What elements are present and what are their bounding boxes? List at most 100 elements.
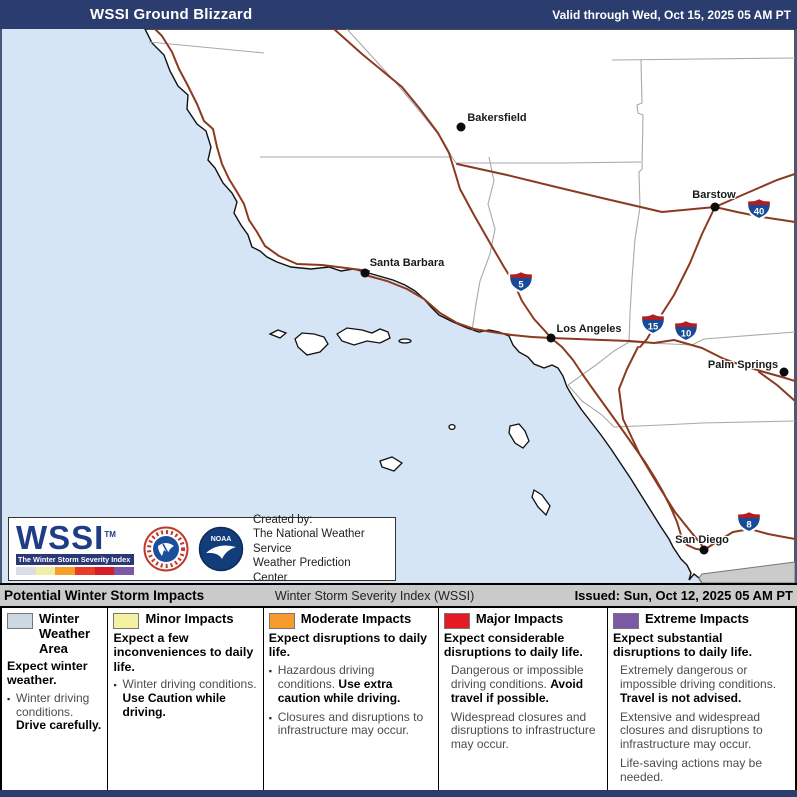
city-label: Bakersfield — [467, 112, 527, 124]
interstate-15-shield-icon: 15 — [640, 311, 666, 340]
legend-item-text: Winter driving conditions. Use Caution w… — [122, 677, 258, 720]
legend-title: Major Impacts — [475, 611, 564, 626]
legend-swatch — [612, 613, 639, 629]
page-title: WSSI Ground Blizzard — [90, 6, 253, 23]
legend-item: Life-saving actions may be needed. — [613, 756, 791, 785]
legend-item-plain: Closures and disruptions to infrastructu… — [277, 709, 424, 738]
legend-swatch — [443, 613, 470, 629]
legend-summary: Expect winter weather. — [7, 658, 88, 688]
valid-through-text: Valid through Wed, Oct 15, 2025 05 AM PT — [552, 7, 791, 22]
legend-item: Dangerous or impossible driving conditio… — [444, 662, 603, 706]
credit-box: WSSITM The Winter Storm Severity Index N… — [8, 514, 396, 584]
wssi-strip-segment — [114, 566, 135, 575]
legend-item: Extremely dangerous or impossible drivin… — [613, 662, 791, 706]
legend-items: Dangerous or impossible driving conditio… — [444, 662, 603, 753]
wssi-strip-segment — [16, 566, 36, 575]
legend-item-text: Extremely dangerous or impossible drivin… — [619, 662, 791, 706]
city-label: Palm Springs — [707, 359, 779, 371]
noaa-logo-icon: NOAA — [198, 526, 244, 572]
legend-item-bold: Travel is not advised. — [619, 690, 742, 705]
legend-column: Extreme Impacts Expect substantial disru… — [608, 608, 795, 790]
city-dot — [546, 333, 556, 343]
legend-header: Minor Impacts — [113, 611, 258, 629]
legend-item: Extensive and widespread closures and di… — [613, 709, 791, 753]
city-dot — [360, 268, 370, 278]
legend-item-text: Life-saving actions may be needed. — [619, 756, 791, 785]
legend-column: Winter Weather Area Expect winter weathe… — [2, 608, 109, 790]
wssi-strip-segment — [35, 566, 56, 575]
legend-item-plain: Winter driving conditions. — [16, 690, 90, 719]
legend-item: ▪ Winter driving conditions. Use Caution … — [113, 677, 258, 720]
interstate-5-shield-icon: 5 — [508, 269, 534, 298]
legend-item-plain: Widespread closures and disruptions to i… — [450, 709, 596, 752]
city-dot — [456, 122, 466, 132]
channel-islands — [268, 327, 551, 517]
legend-header: Winter Weather Area — [7, 611, 103, 657]
socal-basemap — [144, 29, 795, 583]
legend-item: ▪ Winter driving conditions. Drive carefu… — [7, 690, 103, 734]
city-dot — [710, 202, 720, 212]
legend-items: Extremely dangerous or impossible drivin… — [613, 662, 791, 785]
bullet-marker: ▪ — [113, 680, 117, 691]
legend-item-text: Dangerous or impossible driving conditio… — [450, 662, 603, 706]
issued-text: Issued: Sun, Oct 12, 2025 05 AM PT — [574, 588, 793, 603]
interstate-8-shield-icon: 8 — [736, 509, 762, 538]
legend-swatch — [113, 613, 140, 629]
legend-column: Minor Impacts Expect a few inconvenience… — [108, 608, 264, 790]
legend-summary: Expect disruptions to daily life. — [268, 631, 428, 660]
wssi-strip-segment — [94, 566, 115, 575]
svg-text:10: 10 — [681, 329, 692, 340]
legend-item: ▪ Closures and disruptions to infrastruct… — [268, 709, 434, 739]
legend-item-text: Winter driving conditions. Drive careful… — [16, 690, 103, 734]
header-bar: WSSI Ground Blizzard Valid through Wed, … — [0, 0, 797, 29]
legend-column: Moderate Impacts Expect disruptions to d… — [264, 608, 439, 790]
city-label: Los Angeles — [556, 323, 622, 335]
city-label: Barstow — [692, 189, 736, 201]
legend-item: ▪ Hazardous driving conditions. Use extra… — [268, 662, 434, 706]
org-line-1: The National Weather Service — [253, 528, 365, 555]
legend-header: Extreme Impacts — [612, 611, 791, 629]
city-label: Santa Barbara — [369, 257, 445, 269]
wssi-color-strip — [16, 566, 135, 575]
legend-title: Extreme Impacts — [644, 611, 750, 626]
legend-item-bold: Drive carefully. — [16, 718, 102, 733]
wssi-tagline: The Winter Storm Severity Index — [16, 553, 134, 565]
city-dot — [779, 367, 789, 377]
svg-text:8: 8 — [746, 520, 751, 531]
legend-item-text: Widespread closures and disruptions to i… — [450, 709, 603, 753]
legend-swatch — [7, 613, 33, 629]
legend-title: Minor Impacts — [145, 611, 234, 626]
legend-item-plain: Life-saving actions may be needed. — [619, 756, 763, 785]
legend-item-text: Extensive and widespread closures and di… — [619, 709, 791, 753]
city-label: San Diego — [675, 534, 729, 546]
wssi-wordmark: WSSITM — [16, 519, 116, 557]
legend-header: Major Impacts — [443, 611, 603, 629]
legend-title: Moderate Impacts — [300, 611, 412, 626]
credit-text: Created by: The National Weather Service… — [253, 513, 388, 585]
legend-swatch — [268, 613, 295, 629]
legend-item: Widespread closures and disruptions to i… — [444, 709, 603, 753]
interstate-40-shield-icon: 40 — [746, 196, 772, 225]
legend-item-plain: Dangerous or impossible driving conditio… — [450, 662, 584, 691]
legend-item-plain: Hazardous driving conditions. — [277, 662, 375, 691]
svg-text:15: 15 — [648, 322, 659, 333]
bullet-marker: ▪ — [268, 712, 272, 723]
legend-item-plain: Extensive and widespread closures and di… — [619, 709, 763, 752]
legend-item-plain: Extremely dangerous or impossible drivin… — [619, 662, 777, 691]
impacts-legend: Winter Weather Area Expect winter weathe… — [0, 608, 797, 790]
created-by-label: Created by: — [253, 514, 313, 527]
legend-item-plain: Winter driving conditions. — [122, 677, 257, 692]
legend-title: Winter Weather Area — [39, 611, 91, 656]
wssi-logo: WSSITM The Winter Storm Severity Index — [16, 519, 135, 575]
impact-title-bar: Potential Winter Storm Impacts Winter St… — [0, 583, 797, 608]
legend-header: Moderate Impacts — [268, 611, 434, 629]
interstate-10-shield-icon: 10 — [673, 318, 699, 347]
legend-items: ▪ Winter driving conditions. Drive carefu… — [7, 690, 103, 734]
bullet-marker: ▪ — [268, 665, 272, 676]
legend-item-bold: Use extra caution while driving. — [277, 676, 401, 705]
legend-summary: Expect a few inconveniences to daily lif… — [113, 631, 254, 674]
impact-bar-subtitle: Winter Storm Severity Index (WSSI) — [274, 588, 475, 603]
legend-column: Major Impacts Expect considerable disrup… — [439, 608, 608, 790]
svg-text:40: 40 — [754, 207, 765, 218]
